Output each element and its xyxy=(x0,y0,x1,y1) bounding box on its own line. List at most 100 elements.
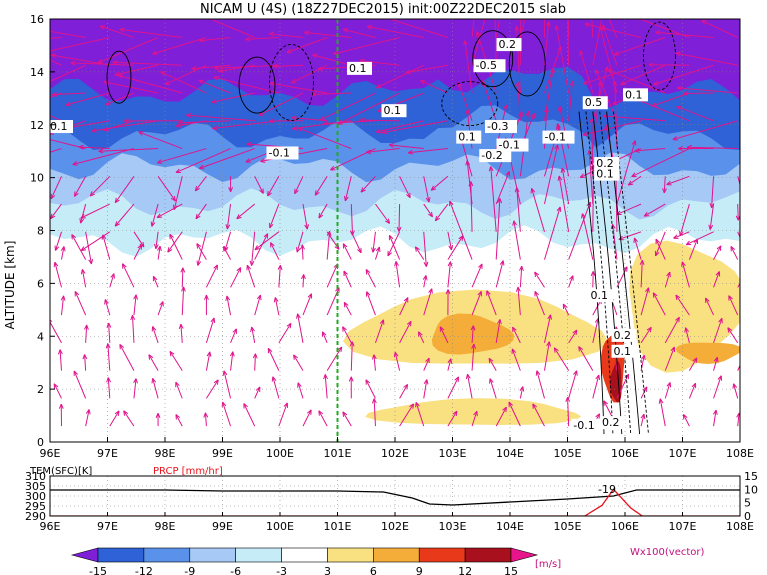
wind-vector xyxy=(157,301,164,316)
wind-vector-head xyxy=(525,110,531,117)
colorbar-cell xyxy=(143,547,191,563)
sub-x-tick-label: 101E xyxy=(324,520,352,533)
wind-vector-head xyxy=(43,81,48,85)
x-tick-label: 98E xyxy=(155,447,176,460)
wind-vector xyxy=(74,291,87,316)
wind-vector-head xyxy=(673,234,679,239)
wind-vector xyxy=(133,231,145,248)
wind-vector-head xyxy=(236,267,242,273)
wind-vector-head xyxy=(180,267,186,273)
sub-left-tick-label: 310 xyxy=(25,470,46,483)
wind-vector xyxy=(50,148,62,153)
wind-vector-head xyxy=(106,377,111,383)
wind-vector-head xyxy=(553,347,559,353)
wind-vector-head xyxy=(612,100,618,105)
vector-label: Wx100(vector) xyxy=(630,547,705,558)
wind-vector xyxy=(359,60,400,66)
wind-vector xyxy=(117,74,183,94)
sub-right-tick-label: 10 xyxy=(744,483,758,496)
y-tick-label: 4 xyxy=(37,330,44,343)
wind-vector-head xyxy=(300,244,305,250)
wind-vector-head xyxy=(80,246,87,252)
wind-vector xyxy=(592,66,608,121)
wind-vector-head xyxy=(381,129,388,135)
wind-vector-head xyxy=(175,381,180,388)
wind-vector xyxy=(169,234,183,260)
wind-vector-head xyxy=(296,313,301,319)
wind-vector-head xyxy=(210,317,216,323)
wind-vector xyxy=(152,276,159,288)
wind-vector-head xyxy=(558,105,563,111)
wind-vector xyxy=(291,64,328,84)
x-tick-label: 105E xyxy=(554,447,582,460)
wind-vector xyxy=(508,401,521,427)
wind-vector xyxy=(311,92,352,95)
sub-x-tick-label: 100E xyxy=(266,520,294,533)
colorbar-cell xyxy=(373,547,420,563)
wind-vector-head xyxy=(74,291,80,297)
wind-vector-head xyxy=(406,192,411,199)
wind-vector xyxy=(272,64,304,67)
y-tick-label: 0 xyxy=(37,436,44,449)
wind-vector-head xyxy=(371,398,377,404)
wind-vector xyxy=(205,317,215,344)
wind-vector xyxy=(599,26,618,94)
wind-vector-head xyxy=(616,210,622,216)
contour-label: 0.2 xyxy=(499,38,517,51)
wind-vector xyxy=(175,148,231,174)
wind-vector-head xyxy=(157,159,163,164)
sub-x-tick-label: 99E xyxy=(212,520,233,533)
wind-vector xyxy=(85,324,88,343)
wind-vector-head xyxy=(349,341,355,347)
wind-vector xyxy=(688,238,698,260)
wind-vector-head xyxy=(393,351,399,358)
sub-x-tick-label: 98E xyxy=(155,520,176,533)
wind-vector xyxy=(209,19,255,38)
wind-vector xyxy=(713,375,722,399)
contour-label: 0.2 xyxy=(596,157,614,170)
colorbar-cell xyxy=(235,547,282,563)
wind-vector xyxy=(138,131,183,150)
wind-vector-head xyxy=(701,19,707,25)
wind-vector xyxy=(107,377,111,399)
wind-vector xyxy=(50,59,62,66)
wind-vector xyxy=(119,28,183,39)
wind-vector xyxy=(544,341,550,371)
wind-vector-head xyxy=(104,299,109,305)
wind-vector xyxy=(640,260,643,288)
wind-vector xyxy=(513,220,521,260)
wind-vector-head xyxy=(53,383,59,389)
wind-vector-head xyxy=(106,322,112,328)
contour-label-bg xyxy=(582,96,608,110)
wind-vector-head xyxy=(518,19,524,21)
wind-vector-head xyxy=(360,187,366,193)
wind-vector xyxy=(53,383,62,399)
wind-vector xyxy=(470,181,473,232)
wind-vector xyxy=(620,64,666,85)
wind-vector-head xyxy=(569,80,575,86)
wind-vector xyxy=(517,286,521,316)
wind-vector xyxy=(640,355,645,371)
wind-vector-head xyxy=(449,200,454,207)
wind-vector-head xyxy=(486,290,491,296)
wind-vector-head xyxy=(260,158,266,163)
wind-vector xyxy=(447,410,458,427)
wind-vector xyxy=(631,148,690,178)
colorbar-cell xyxy=(97,547,145,563)
wind-vector xyxy=(399,384,408,399)
wind-vector-head xyxy=(122,263,127,269)
wind-vector xyxy=(467,374,473,399)
wind-vector-head xyxy=(685,240,692,246)
contour-label: 0.5 xyxy=(585,96,603,109)
wind-vector xyxy=(344,176,352,202)
wind-vector xyxy=(673,231,690,239)
wind-vector xyxy=(59,349,62,371)
wind-vector-head xyxy=(423,261,429,267)
wind-vector xyxy=(616,140,636,205)
wind-vector xyxy=(323,120,376,125)
sub-ylabel-left: TEM(SFC)[K] xyxy=(29,466,92,477)
contour-label: -0.1 xyxy=(499,139,520,152)
wind-vector xyxy=(322,331,328,344)
wind-vector-head xyxy=(318,213,324,219)
main-ylabel: ALTITUDE [km] xyxy=(3,241,17,330)
